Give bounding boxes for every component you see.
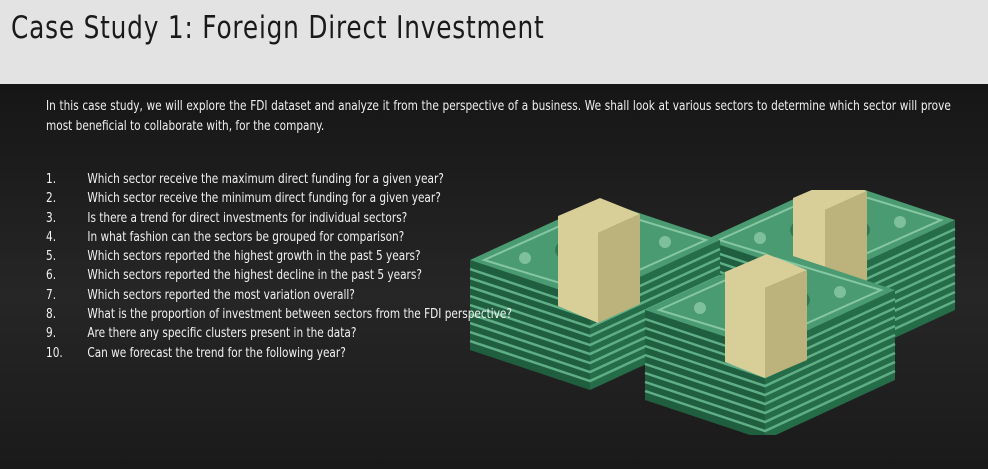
question-text: Can we forecast the trend for the follow… <box>87 344 346 361</box>
list-item: 1. Which sector receive the maximum direc… <box>46 170 512 189</box>
question-number: 1. <box>46 171 57 187</box>
list-item: 8. What is the proportion of investment b… <box>46 305 512 324</box>
question-text: Which sector receive the maximum direct … <box>87 171 444 187</box>
slide-title: Case Study 1: Foreign Direct Investment <box>11 10 545 46</box>
question-number: 8. <box>46 306 57 323</box>
question-text: What is the proportion of investment bet… <box>87 306 513 323</box>
question-number: 9. <box>46 325 57 342</box>
question-text: Which sectors reported the highest growt… <box>87 248 421 265</box>
question-number: 4. <box>46 228 57 245</box>
question-number: 2. <box>46 190 57 207</box>
question-list: 1. Which sector receive the maximum direc… <box>46 170 512 363</box>
list-item: 2. Which sector receive the minimum direc… <box>46 189 512 208</box>
question-text: Which sectors reported the highest decli… <box>87 267 422 284</box>
question-text: In what fashion can the sectors be group… <box>87 228 405 245</box>
money-stacks-illustration <box>470 190 957 435</box>
question-number: 3. <box>46 209 57 226</box>
list-item: 4. In what fashion can the sectors be gro… <box>46 228 512 247</box>
question-number: 7. <box>46 286 57 303</box>
question-text: Which sectors reported the most variatio… <box>87 286 355 303</box>
list-item: 10. Can we forecast the trend for the fol… <box>46 344 512 363</box>
intro-paragraph: In this case study, we will explore the … <box>46 98 951 134</box>
list-item: 3. Is there a trend for direct investment… <box>46 209 512 228</box>
question-text: Are there any specific clusters present … <box>87 325 357 342</box>
money-stack <box>470 198 722 392</box>
list-item: 5. Which sectors reported the highest gro… <box>46 247 512 266</box>
money-stack <box>643 249 897 435</box>
question-number: 5. <box>46 248 57 265</box>
list-item: 6. Which sectors reported the highest dec… <box>46 266 512 285</box>
list-item: 7. Which sectors reported the most variat… <box>46 286 512 305</box>
question-number: 6. <box>46 267 57 284</box>
list-item: 9. Are there any specific clusters presen… <box>46 324 512 343</box>
question-text: Is there a trend for direct investments … <box>87 209 408 226</box>
question-text: Which sector receive the minimum direct … <box>87 190 441 207</box>
title-bar: Case Study 1: Foreign Direct Investment <box>0 0 988 84</box>
question-number: 10. <box>46 344 63 361</box>
